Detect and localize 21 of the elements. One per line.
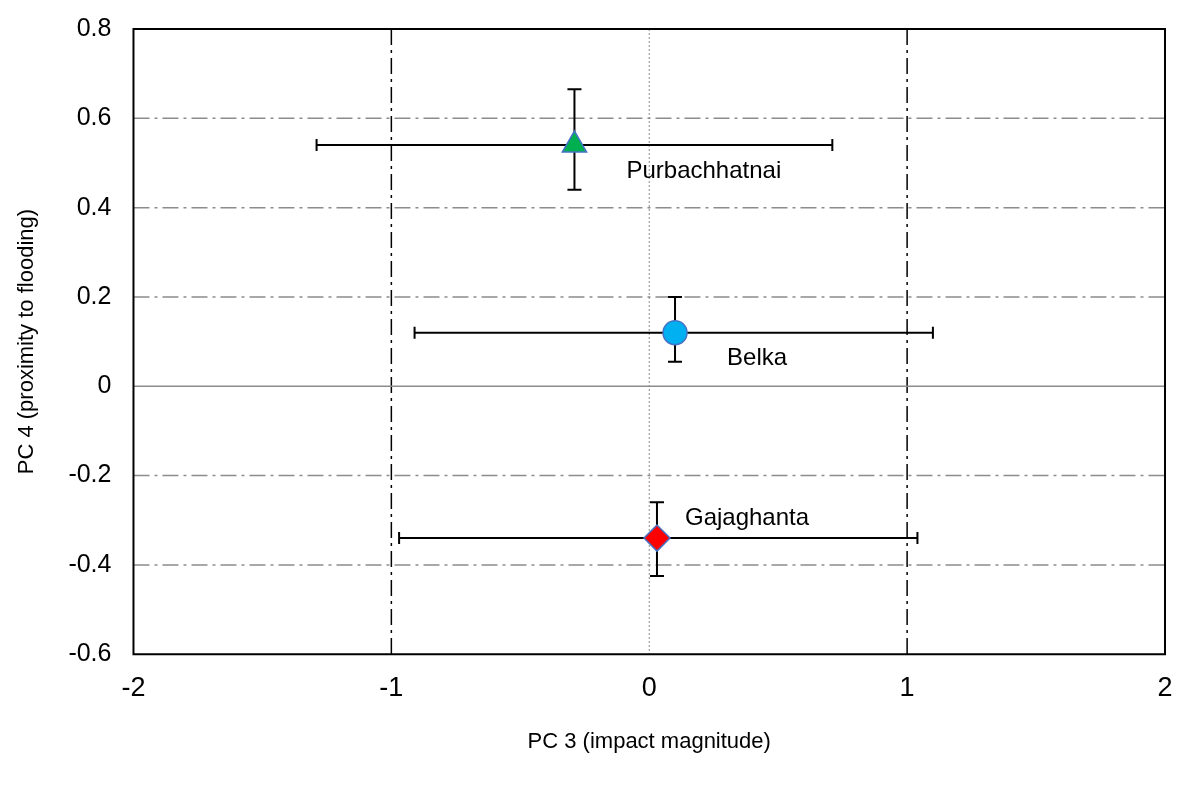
- x-tick-label: -1: [379, 671, 404, 702]
- y-tick-label: 0.8: [76, 12, 112, 41]
- series-label: Belka: [727, 343, 788, 371]
- y-axis-title: PC 4 (proximity to flooding): [13, 208, 39, 475]
- y-tick-label: 0: [97, 370, 112, 399]
- series-label: Gajaghanta: [684, 502, 810, 530]
- y-tick-label: -0.2: [68, 459, 112, 488]
- point: [643, 524, 671, 552]
- y-tick-label: -0.6: [68, 638, 112, 667]
- series-label: Purbachhatnai: [626, 155, 782, 183]
- x-tick-label: 2: [1157, 671, 1173, 702]
- x-tick-label: 0: [641, 671, 657, 702]
- point: [561, 130, 588, 153]
- x-tick-label: 1: [899, 671, 915, 702]
- point: [662, 319, 688, 346]
- x-axis-title: PC 3 (impact magnitude): [527, 727, 771, 753]
- y-tick-label: 0.2: [76, 280, 112, 309]
- y-tick-label: 0.6: [76, 102, 112, 131]
- y-tick-label: 0.4: [76, 191, 112, 220]
- x-tick-label: -2: [121, 671, 146, 702]
- y-tick-label: -0.4: [68, 548, 112, 577]
